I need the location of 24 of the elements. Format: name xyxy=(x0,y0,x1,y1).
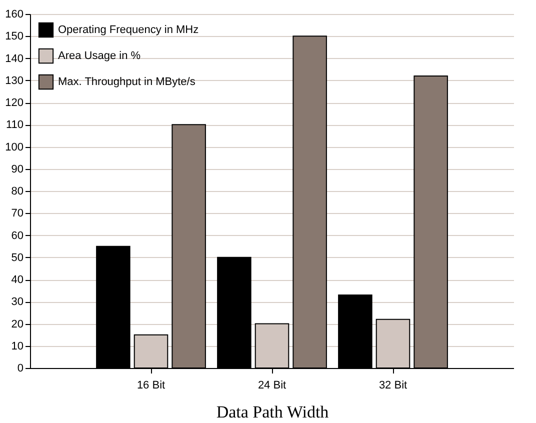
y-tick-label: 130 xyxy=(5,74,24,87)
y-tick-label: 150 xyxy=(5,30,24,43)
y-tick-label: 10 xyxy=(11,340,24,352)
y-tick-label: 110 xyxy=(6,119,24,132)
legend-label: Operating Frequency in MHz xyxy=(58,24,199,36)
y-tick-label: 20 xyxy=(11,318,24,330)
x-tick-label: 16 Bit xyxy=(136,380,166,392)
legend-label: Area Usage in % xyxy=(58,50,141,62)
y-tick-label: 140 xyxy=(5,52,24,65)
legend-label: Max. Throughput in MByte/s xyxy=(58,76,196,88)
y-tick-label: 0 xyxy=(17,362,24,374)
y-tick-label: 120 xyxy=(5,97,24,109)
y-tick-label: 40 xyxy=(11,274,24,286)
y-tick-label: 80 xyxy=(11,186,24,198)
y-tick-label: 30 xyxy=(11,296,24,308)
y-tick-label: 90 xyxy=(11,163,24,176)
y-tick-label: 160 xyxy=(5,8,24,20)
x-tick-label: 32 Bit xyxy=(378,380,408,392)
y-tick-label: 70 xyxy=(11,208,24,220)
y-tick-label: 100 xyxy=(5,141,24,154)
y-tick-label: 60 xyxy=(11,230,24,242)
y-tick-label: 50 xyxy=(11,252,24,264)
x-tick-label: 24 Bit xyxy=(258,380,286,392)
x-axis-title: Data Path Width xyxy=(216,402,330,422)
